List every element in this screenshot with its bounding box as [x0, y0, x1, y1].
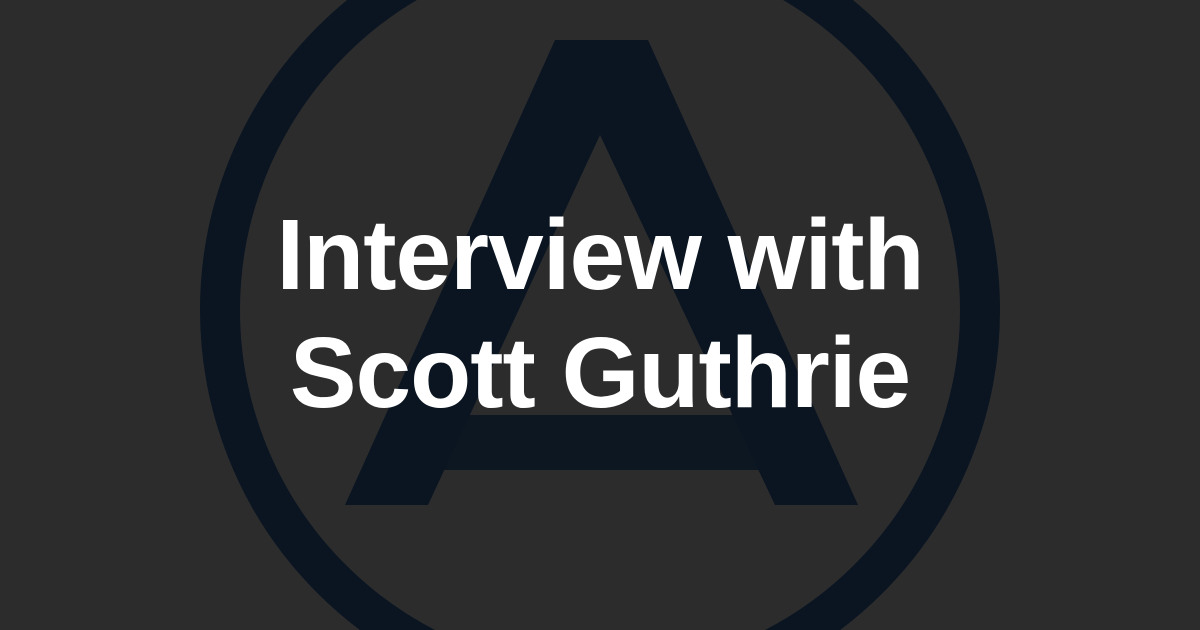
page-title: Interview with Scott Guthrie [0, 196, 1200, 432]
title-line-2: Scott Guthrie [289, 317, 911, 429]
title-line-1: Interview with [276, 199, 924, 311]
